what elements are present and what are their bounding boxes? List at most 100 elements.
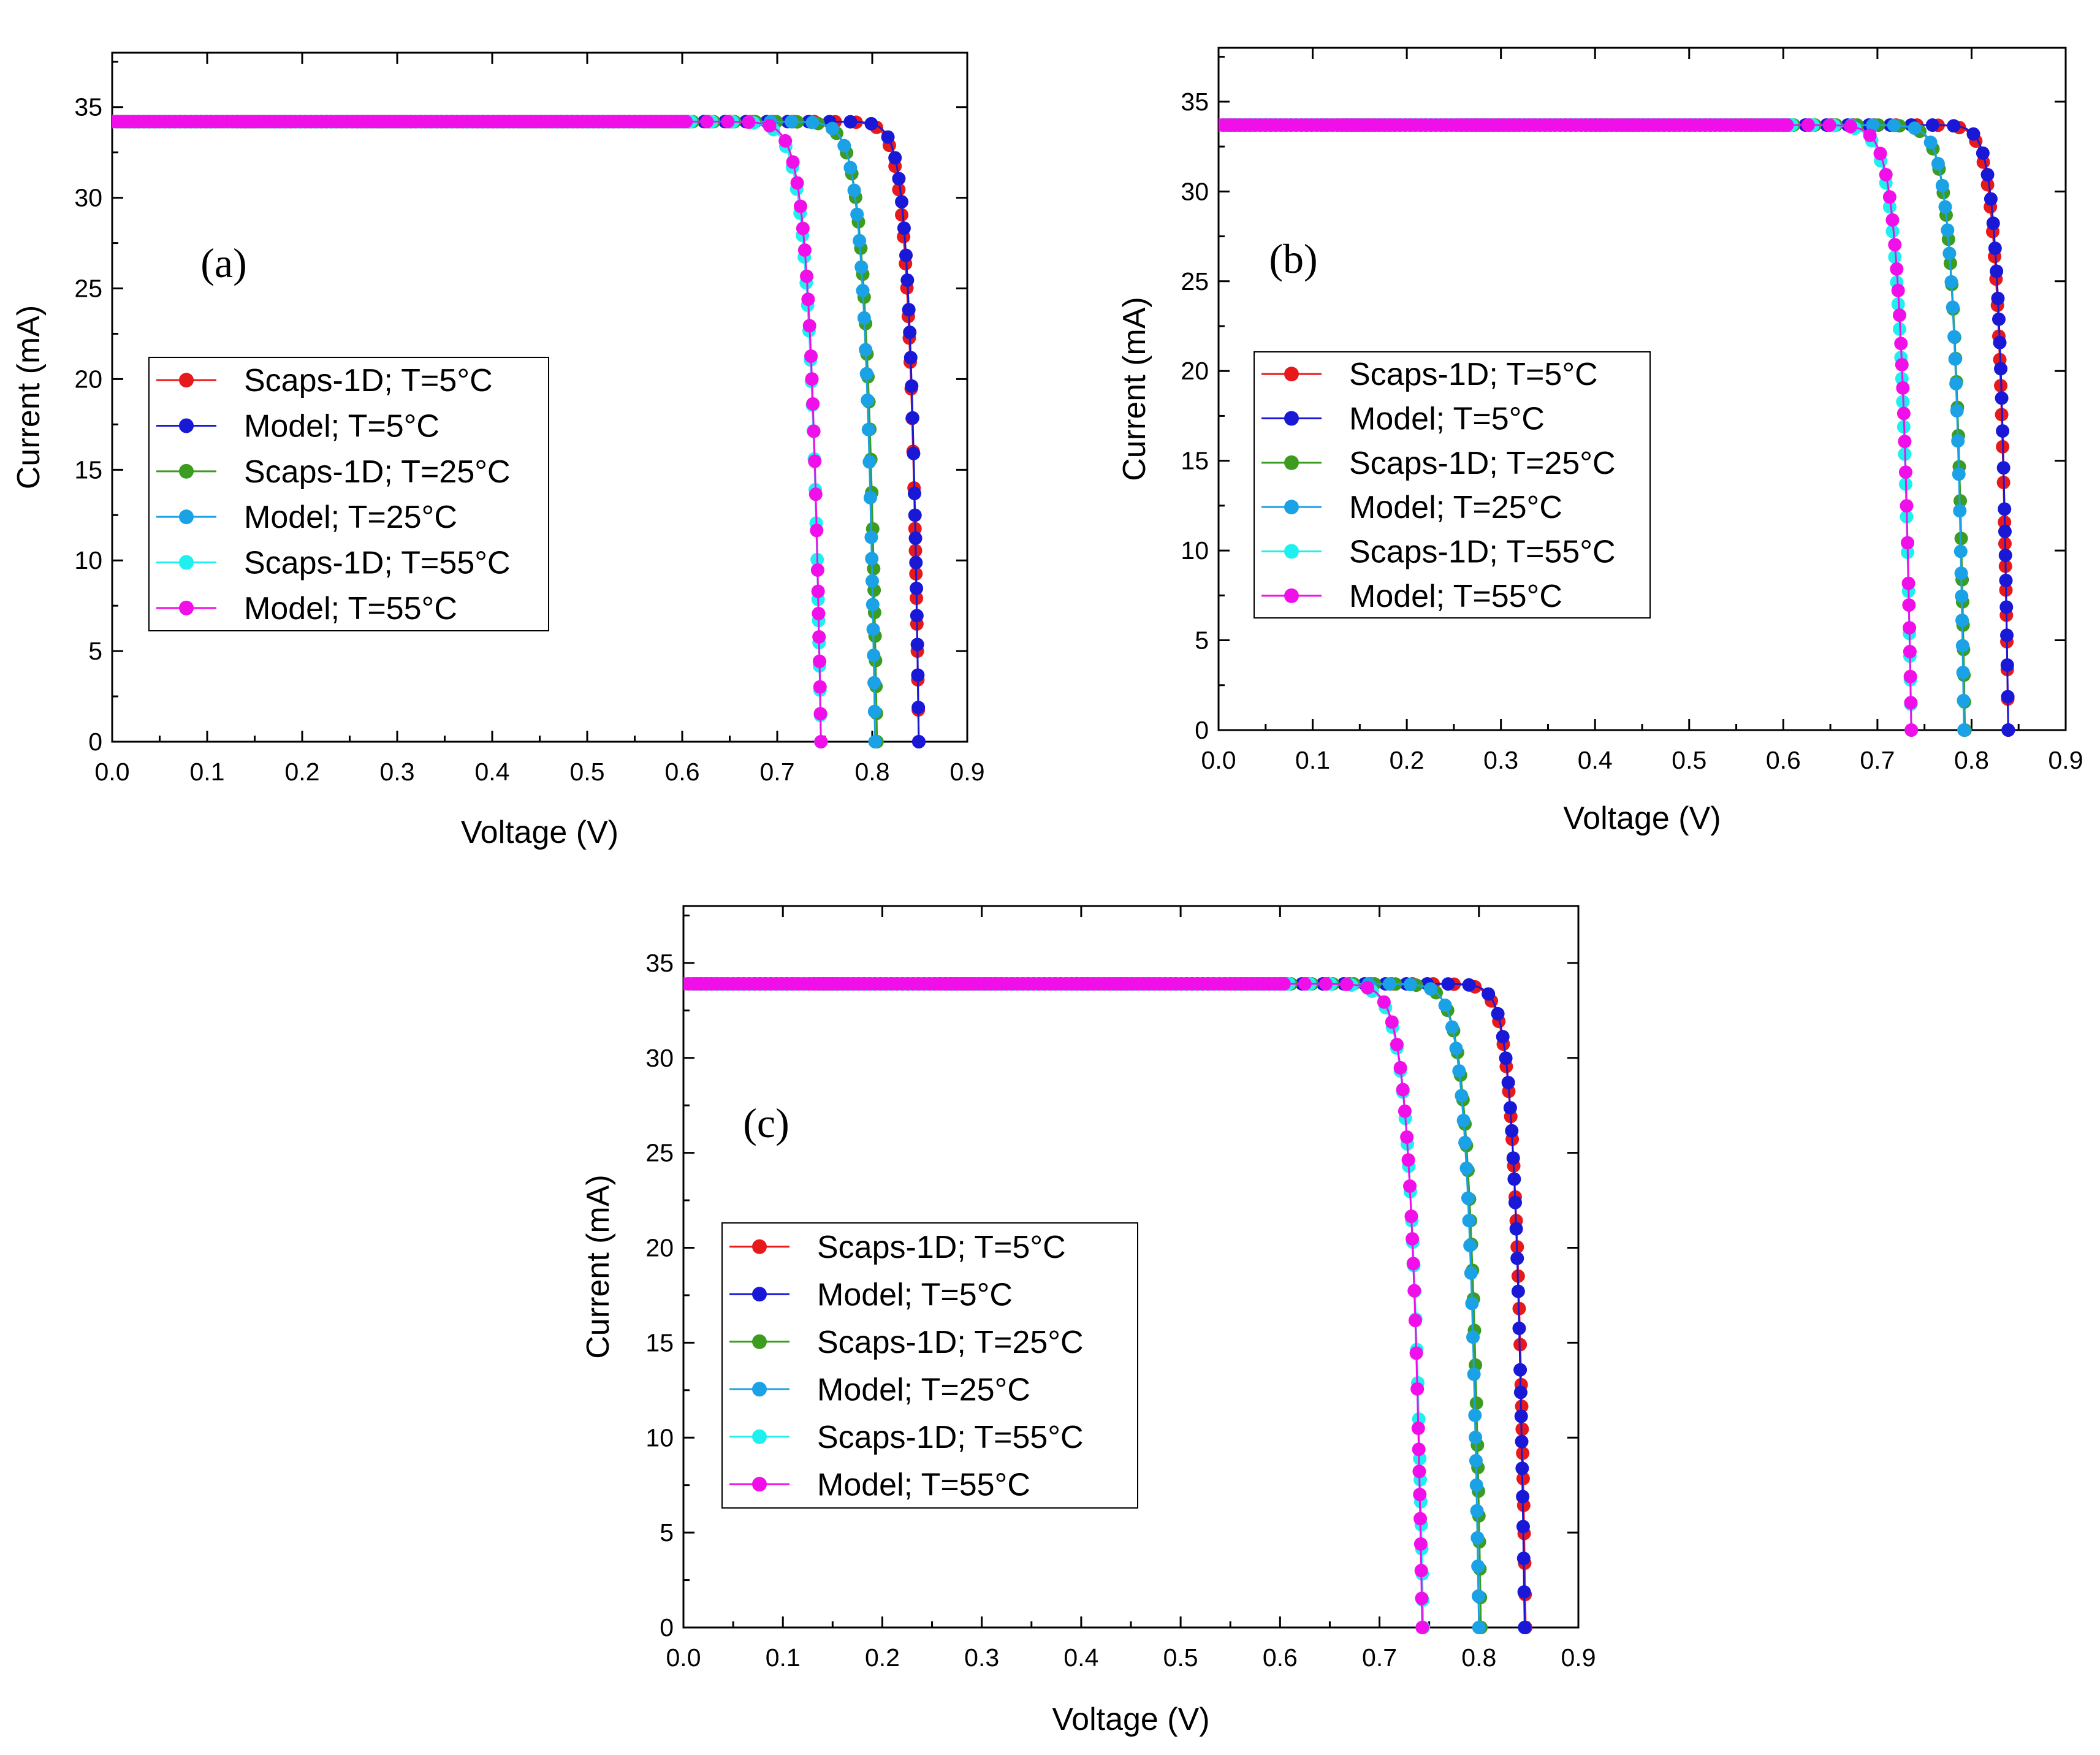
legend-label: Model; T=55°C bbox=[244, 591, 457, 626]
data-point bbox=[778, 134, 793, 148]
y-tick-label: 15 bbox=[1181, 447, 1209, 475]
data-point bbox=[1956, 666, 1970, 680]
data-point bbox=[864, 530, 878, 544]
x-tick-label: 0.2 bbox=[285, 758, 320, 786]
data-point bbox=[1866, 118, 1880, 132]
data-point bbox=[910, 609, 924, 623]
data-point bbox=[1467, 1367, 1481, 1381]
data-point bbox=[1403, 978, 1417, 992]
panel-label: (b) bbox=[1269, 235, 1317, 282]
x-tick-label: 0.6 bbox=[665, 758, 700, 786]
data-point bbox=[1472, 1621, 1486, 1634]
data-point bbox=[867, 649, 881, 663]
y-tick-label: 35 bbox=[1181, 88, 1209, 116]
legend: Scaps-1D; T=5°C Model; T=5°C Scaps-1D; T=2… bbox=[148, 357, 549, 631]
legend-item: Scaps-1D; T=5°C bbox=[156, 363, 493, 398]
data-point bbox=[1469, 1430, 1483, 1444]
data-point bbox=[1885, 224, 1900, 238]
data-point bbox=[1438, 999, 1452, 1013]
data-point bbox=[825, 121, 839, 135]
x-tick-label: 0.7 bbox=[760, 758, 795, 786]
series-model-t-55-c bbox=[1219, 118, 1919, 737]
legend-item: Scaps-1D; T=5°C bbox=[1261, 357, 1598, 392]
data-point bbox=[1496, 1030, 1510, 1044]
data-point bbox=[1950, 404, 1964, 418]
data-point bbox=[837, 139, 851, 153]
data-point bbox=[1999, 573, 2013, 587]
data-point bbox=[861, 393, 875, 407]
data-point bbox=[899, 248, 913, 262]
data-point bbox=[1903, 669, 1917, 683]
legend-item: Model; T=55°C bbox=[729, 1467, 1030, 1502]
data-point bbox=[854, 260, 869, 274]
y-tick-label: 10 bbox=[74, 546, 102, 574]
data-point bbox=[1463, 1238, 1477, 1252]
data-point bbox=[1513, 1363, 1527, 1377]
data-point bbox=[1507, 1172, 1521, 1186]
data-point bbox=[1340, 977, 1354, 991]
legend-label: Scaps-1D; T=55°C bbox=[1349, 535, 1616, 570]
data-point bbox=[911, 735, 926, 748]
data-point bbox=[1465, 1296, 1479, 1311]
y-tick-label: 20 bbox=[74, 365, 102, 393]
data-point bbox=[853, 234, 867, 248]
data-point bbox=[910, 581, 924, 595]
y-tick-label: 20 bbox=[645, 1234, 674, 1262]
data-point bbox=[905, 411, 919, 425]
x-tick-label: 0.7 bbox=[1362, 1643, 1397, 1672]
data-point bbox=[1415, 1621, 1429, 1634]
data-point bbox=[1413, 1512, 1428, 1526]
data-point bbox=[1515, 1434, 1529, 1449]
data-point bbox=[866, 622, 880, 636]
data-point bbox=[1780, 118, 1794, 132]
y-tick-label: 35 bbox=[645, 949, 674, 977]
data-point bbox=[888, 151, 902, 165]
data-point bbox=[1895, 357, 1909, 371]
legend-swatch-marker bbox=[752, 1287, 767, 1302]
data-point bbox=[908, 531, 923, 546]
data-point bbox=[909, 555, 923, 569]
data-point bbox=[1898, 465, 1912, 479]
data-point bbox=[1409, 1346, 1423, 1360]
data-point bbox=[1938, 200, 1952, 214]
data-point bbox=[1887, 118, 1901, 132]
data-point bbox=[1518, 1621, 1532, 1634]
legend-label: Scaps-1D; T=5°C bbox=[817, 1230, 1066, 1265]
data-point bbox=[814, 735, 828, 748]
x-tick-label: 0.7 bbox=[1860, 746, 1895, 774]
data-point bbox=[797, 243, 812, 257]
data-point bbox=[1892, 308, 1906, 322]
data-point bbox=[1482, 987, 1496, 1001]
data-point bbox=[1401, 1153, 1415, 1167]
data-point bbox=[1898, 435, 1912, 449]
legend-label: Model; T=5°C bbox=[1349, 402, 1545, 437]
legend: Scaps-1D; T=5°C Model; T=5°C Scaps-1D; T=2… bbox=[1254, 351, 1651, 619]
y-tick-label: 15 bbox=[74, 455, 102, 484]
data-point bbox=[1390, 1038, 1404, 1052]
data-point bbox=[843, 161, 858, 175]
x-tick-label: 0.6 bbox=[1766, 746, 1801, 774]
data-point bbox=[1516, 1551, 1531, 1566]
data-point bbox=[1998, 548, 2012, 562]
data-point bbox=[892, 172, 906, 186]
data-point bbox=[1413, 1488, 1427, 1502]
data-point bbox=[1462, 978, 1476, 992]
data-point bbox=[892, 183, 906, 197]
data-point bbox=[1512, 1322, 1526, 1336]
data-point bbox=[1998, 525, 2012, 539]
legend-item: Model; T=55°C bbox=[156, 591, 457, 626]
data-point bbox=[790, 176, 804, 190]
data-point bbox=[808, 454, 822, 468]
data-point bbox=[1992, 312, 2006, 326]
data-point bbox=[1452, 1064, 1466, 1078]
x-tick-label: 0.1 bbox=[1295, 746, 1330, 774]
legend-item: Model; T=55°C bbox=[1261, 579, 1562, 614]
data-point bbox=[1822, 118, 1836, 132]
data-point bbox=[1459, 1161, 1474, 1175]
data-point bbox=[1957, 693, 1971, 707]
data-point bbox=[907, 487, 921, 501]
series-layer bbox=[1219, 118, 2015, 737]
data-point bbox=[1411, 1422, 1425, 1435]
data-point bbox=[2001, 690, 2015, 704]
data-point bbox=[1491, 1007, 1505, 1021]
